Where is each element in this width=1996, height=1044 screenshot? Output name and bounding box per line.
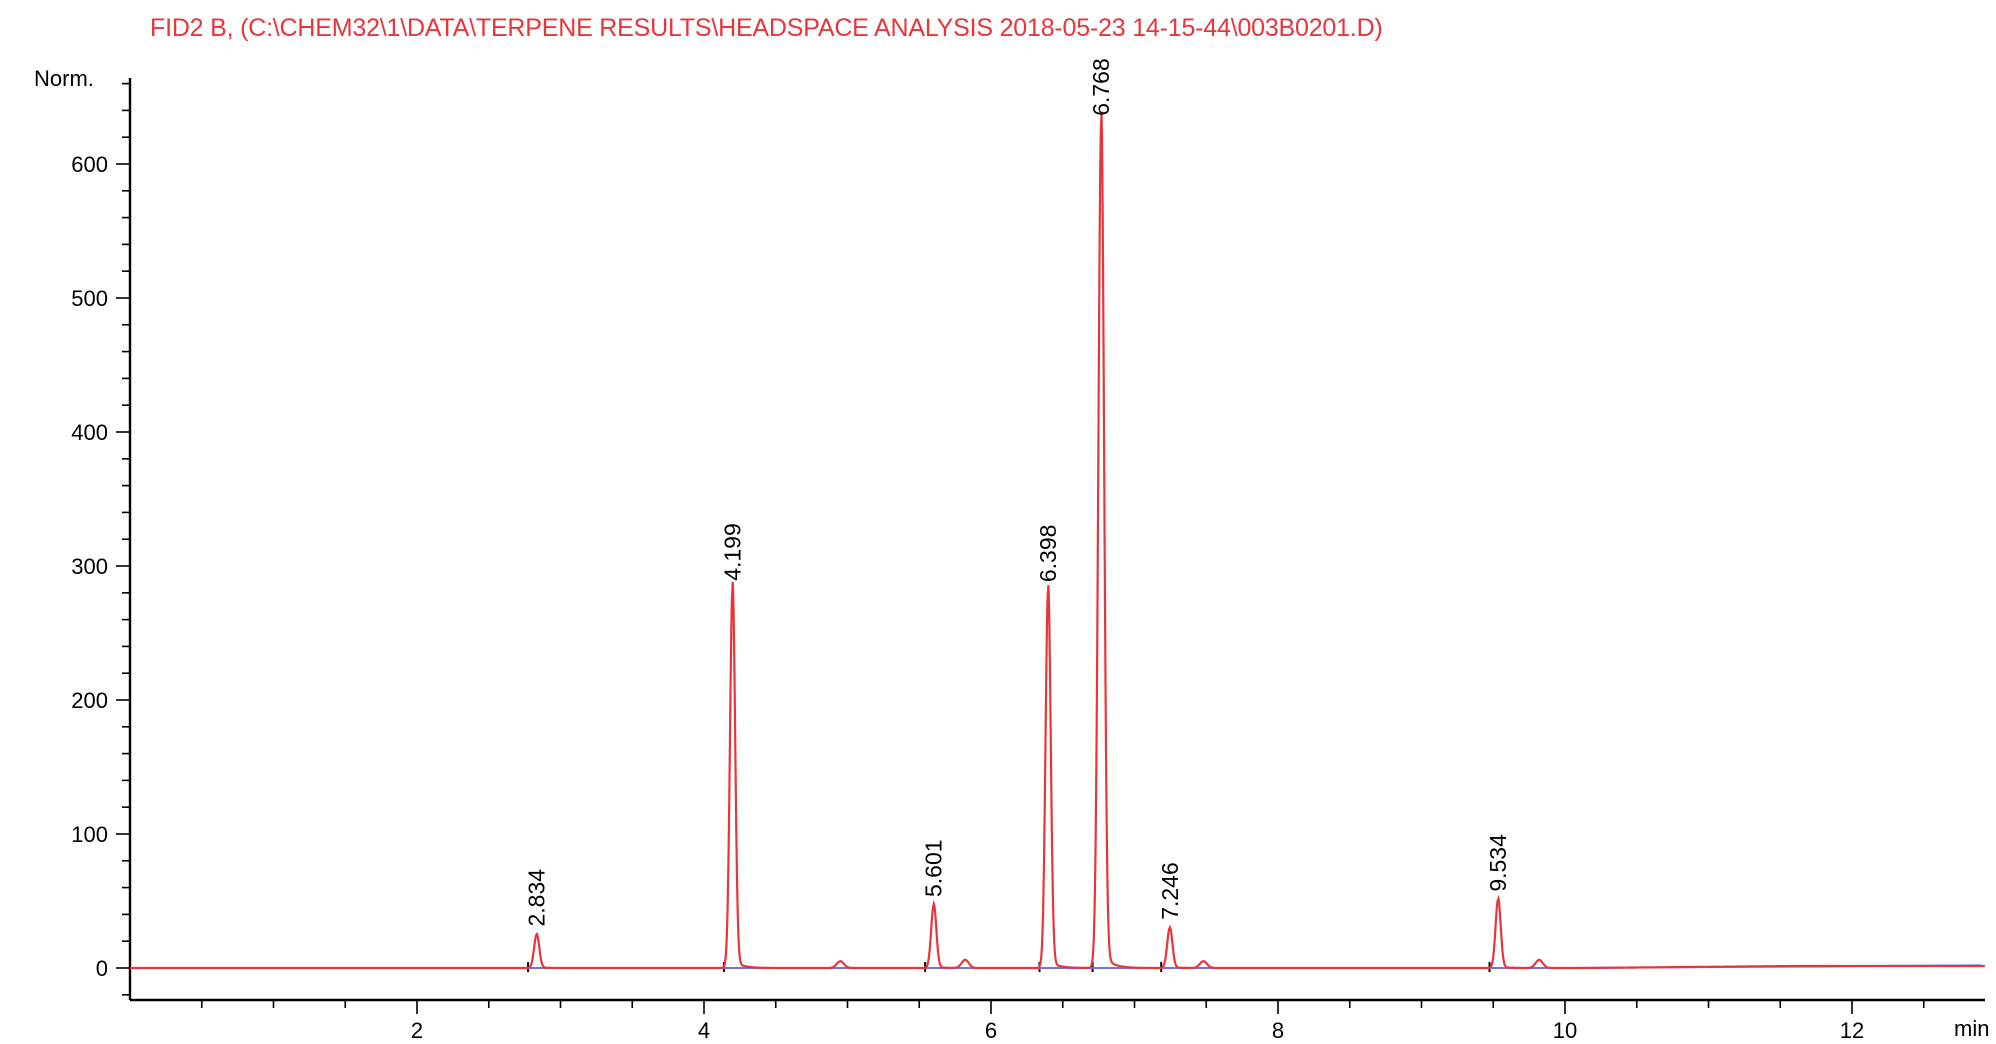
y-tick-label: 300 bbox=[71, 554, 108, 579]
peak-labels: 2.834 4.199 5.601 6.398 6.768 7.246 9.534 bbox=[524, 58, 1511, 926]
peak-label: 6.768 bbox=[1088, 58, 1114, 116]
peak-label: 6.398 bbox=[1035, 525, 1061, 583]
signal-layer bbox=[130, 111, 1985, 970]
peak-label: 4.199 bbox=[720, 523, 746, 581]
y-axis-label: Norm. bbox=[34, 66, 94, 91]
x-tick-label: 6 bbox=[985, 1018, 997, 1043]
x-axis-unit-label: min bbox=[1954, 1016, 1989, 1041]
peak-label: 9.534 bbox=[1485, 834, 1511, 892]
chart-ticks: 0 100 200 300 400 500 600 2 4 6 8 10 12 bbox=[71, 82, 1925, 1043]
y-tick-label: 0 bbox=[96, 956, 108, 981]
x-tick-label: 12 bbox=[1840, 1018, 1864, 1043]
x-tick-label: 8 bbox=[1272, 1018, 1284, 1043]
y-tick-label: 400 bbox=[71, 420, 108, 445]
y-tick-label: 500 bbox=[71, 286, 108, 311]
peak-label: 2.834 bbox=[524, 869, 550, 927]
y-tick-label: 600 bbox=[71, 152, 108, 177]
peak-label: 7.246 bbox=[1157, 862, 1183, 920]
chart-title: FID2 B, (C:\CHEM32\1\DATA\TERPENE RESULT… bbox=[150, 14, 1383, 42]
y-tick-label: 100 bbox=[71, 822, 108, 847]
x-tick-label: 4 bbox=[698, 1018, 710, 1043]
peak-label: 5.601 bbox=[921, 839, 947, 897]
x-tick-label: 2 bbox=[411, 1018, 423, 1043]
signal-trace bbox=[130, 111, 1985, 970]
x-tick-label: 10 bbox=[1553, 1018, 1577, 1043]
y-tick-label: 200 bbox=[71, 688, 108, 713]
